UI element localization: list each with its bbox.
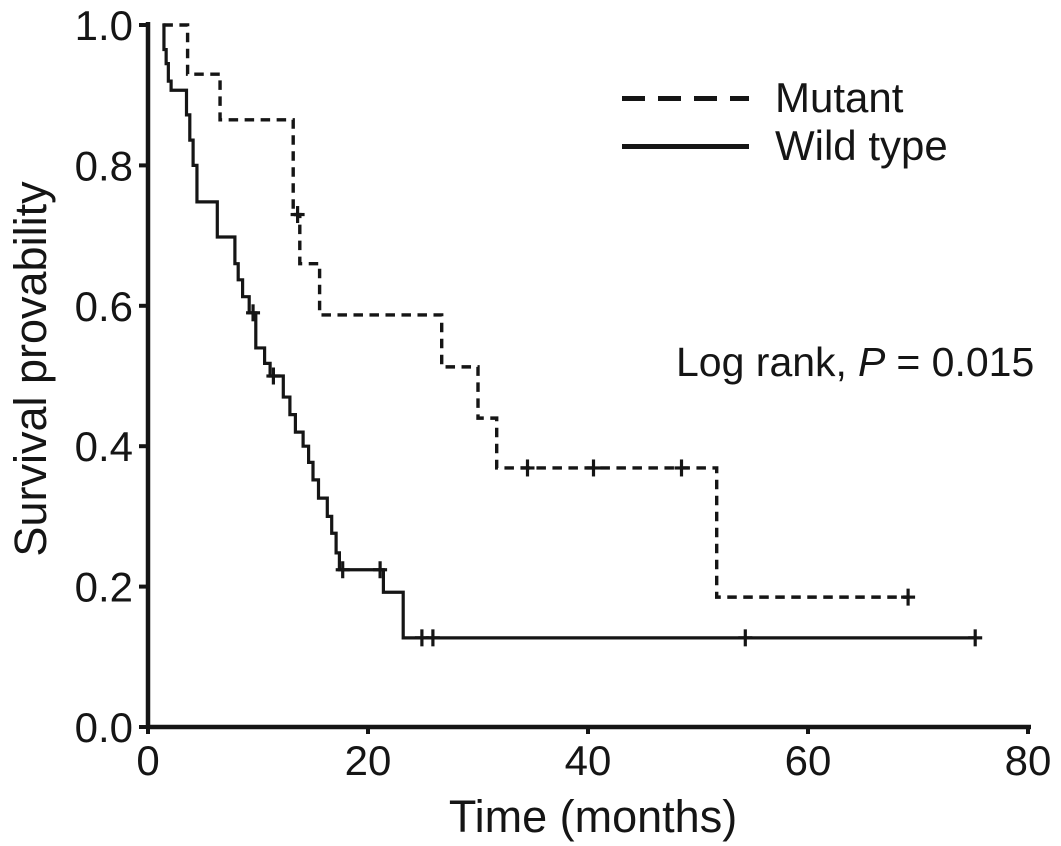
legend: Mutant Wild type <box>622 74 948 170</box>
log-rank-prefix: Log rank, <box>676 339 847 385</box>
x-tick-label-20: 20 <box>345 737 392 784</box>
y-tick-label-0.0: 0.0 <box>75 704 133 751</box>
p-value-text: = 0.015 <box>896 339 1035 385</box>
solid-line-swatch <box>622 143 749 149</box>
x-tick-label-0: 0 <box>136 737 159 784</box>
y-tick-label-0.4: 0.4 <box>75 423 133 470</box>
legend-label-mutant: Mutant <box>775 74 904 121</box>
p-value-symbol: P <box>857 339 886 385</box>
legend-label-wild-type: Wild type <box>775 122 948 169</box>
x-tick-label-60: 60 <box>785 737 832 784</box>
log-rank-annotation: Log rank, P = 0.015 <box>676 339 1035 385</box>
y-tick-label-0.2: 0.2 <box>75 564 133 611</box>
y-tick-label-1.0: 1.0 <box>75 2 133 49</box>
legend-row-mutant: Mutant <box>622 74 948 122</box>
y-tick-label-0.6: 0.6 <box>75 283 133 330</box>
y-axis-title: Survival provability <box>5 181 56 557</box>
x-tick-label-40: 40 <box>565 737 612 784</box>
dashed-line-swatch <box>622 95 749 101</box>
legend-row-wild-type: Wild type <box>622 122 948 170</box>
x-axis-title: Time (months) <box>448 791 738 842</box>
x-tick-label-80: 80 <box>1005 737 1052 784</box>
curve-mutant <box>163 23 909 599</box>
curve-wild-type <box>162 23 976 640</box>
y-tick-label-0.8: 0.8 <box>75 142 133 189</box>
